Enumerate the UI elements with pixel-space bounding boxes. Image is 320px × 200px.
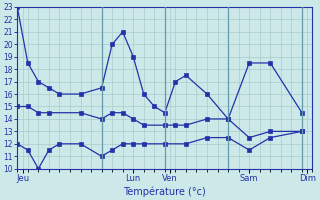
X-axis label: Température (°c): Température (°c) bbox=[124, 186, 206, 197]
